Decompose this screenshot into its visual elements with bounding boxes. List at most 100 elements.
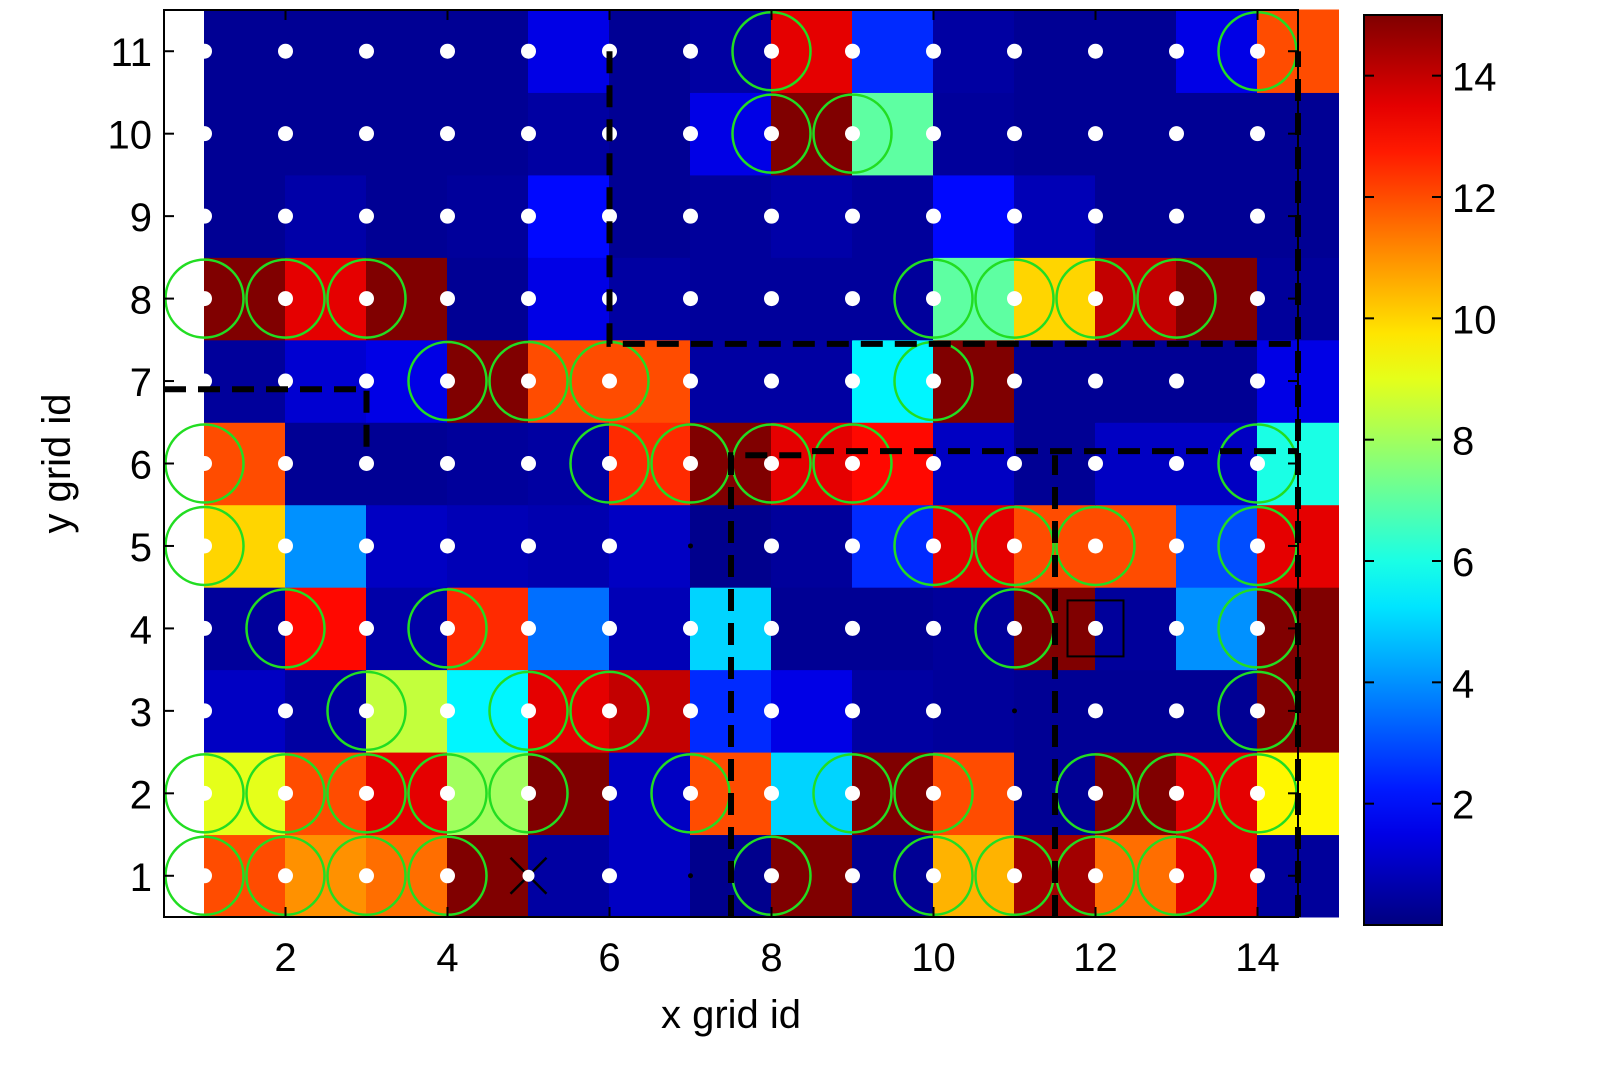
- heatmap-cell: [204, 751, 286, 836]
- heatmap-cell: [852, 256, 934, 341]
- heatmap-cell: [366, 174, 448, 258]
- heatmap-cell: [852, 421, 934, 506]
- heatmap-cell: [1176, 256, 1258, 341]
- heatmap-cell: [933, 256, 1015, 341]
- heatmap-cell: [771, 421, 853, 506]
- grid-point-dot: [602, 538, 617, 554]
- heatmap-cell: [933, 339, 1015, 423]
- heatmap-cell: [609, 174, 691, 258]
- heatmap-cell: [447, 9, 529, 93]
- grid-point-dot: [1169, 785, 1184, 801]
- grid-point-dot: [1250, 703, 1265, 719]
- grid-point-dot: [521, 291, 536, 307]
- heatmap-cell: [1176, 586, 1258, 671]
- grid-point-dot: [521, 208, 536, 224]
- heatmap-cell: [933, 504, 1015, 588]
- heatmap-cell: [852, 504, 934, 588]
- colorbar-tick-label: 12: [1452, 177, 1497, 221]
- heatmap-cell: [1095, 669, 1177, 753]
- grid-point-dot: [440, 373, 455, 389]
- grid-point-dot: [197, 126, 212, 142]
- heatmap-cells: [204, 9, 1339, 918]
- highlight-circle: [812, 753, 893, 834]
- boundary-dashed-line: [164, 386, 370, 456]
- grid-point-dot: [521, 538, 536, 554]
- grid-point-dot: [521, 43, 536, 59]
- highlight-circle: [893, 258, 974, 339]
- grid-point-dot: [1007, 208, 1022, 224]
- heatmap-cell: [528, 174, 610, 258]
- grid-point-dot: [521, 620, 536, 636]
- grid-point-dot: [926, 208, 941, 224]
- grid-point-dot: [1169, 126, 1184, 142]
- grid-point-dot: [1169, 456, 1184, 471]
- heatmap-cell: [771, 256, 853, 341]
- grid-point-dot: [602, 456, 617, 471]
- heatmap-cell: [609, 91, 691, 176]
- small-black-dot: [688, 873, 693, 879]
- heatmap-cell: [690, 174, 772, 258]
- grid-point-dot: [197, 456, 212, 471]
- heatmap-cell: [285, 669, 367, 753]
- highlight-circle: [245, 753, 326, 834]
- heatmap-cell: [771, 751, 853, 836]
- heatmap-cell: [1014, 256, 1096, 341]
- heatmap-cell: [852, 586, 934, 671]
- heatmap-cell: [852, 91, 934, 176]
- heatmap-cell: [1176, 669, 1258, 753]
- grid-point-dot: [359, 126, 374, 142]
- grid-point-dot: [845, 538, 860, 554]
- heatmap-cell: [933, 669, 1015, 753]
- grid-point-dot: [359, 538, 374, 554]
- heatmap-cell: [1095, 586, 1177, 671]
- grid-point-dot: [440, 456, 455, 471]
- x-tick-label: 8: [760, 936, 782, 980]
- heatmap-cell: [852, 669, 934, 753]
- heatmap-cell: [1095, 339, 1177, 423]
- x-tick-label: 4: [436, 936, 458, 980]
- grid-point-dot: [440, 43, 455, 59]
- heatmap-cell: [366, 421, 448, 506]
- heatmap-cell: [1095, 174, 1177, 258]
- heatmap-cell: [1176, 9, 1258, 93]
- heatmap-cell: [609, 834, 691, 918]
- y-tick-label: 9: [130, 196, 152, 240]
- heatmap-cell: [933, 421, 1015, 506]
- heatmap-cell: [1176, 504, 1258, 588]
- heatmap-cell: [609, 586, 691, 671]
- y-tick-label: 3: [130, 691, 152, 735]
- heatmap-cell: [528, 504, 610, 588]
- grid-point-dot: [1007, 620, 1022, 636]
- grid-point-dot: [359, 868, 374, 884]
- grid-point-dot: [278, 43, 293, 59]
- grid-point-dot: [278, 373, 293, 389]
- heatmap-cell: [447, 751, 529, 836]
- y-tick-label: 10: [108, 114, 153, 158]
- grid-point-dot: [359, 785, 374, 801]
- grid-point-dot: [1250, 291, 1265, 307]
- heatmap-cell: [204, 586, 286, 671]
- grid-point-dot: [440, 785, 455, 801]
- heatmap-cell: [771, 586, 853, 671]
- grid-point-dot: [764, 43, 779, 59]
- grid-point-dot: [1088, 208, 1103, 224]
- heatmap-cell: [447, 339, 529, 423]
- x-tick-label: 6: [598, 936, 620, 980]
- highlight-circle: [1136, 258, 1217, 339]
- grid-point-dot: [1169, 538, 1184, 554]
- heatmap-cell: [1095, 421, 1177, 506]
- square-marker: [1066, 599, 1125, 658]
- heatmap-cell: [366, 751, 448, 836]
- heatmap-cell: [1014, 339, 1096, 423]
- y-tick-label: 1: [130, 856, 152, 900]
- grid-point-dot: [521, 373, 536, 389]
- grid-point-dot: [926, 538, 941, 554]
- grid-point-dot: [1007, 291, 1022, 307]
- y-axis-label: y grid id: [35, 393, 79, 533]
- heatmap-cell: [366, 586, 448, 671]
- y-axis-ticks: 1 2 3 4 5 6 7 8 9 10 11: [108, 31, 1298, 900]
- grid-point-dot: [845, 43, 860, 59]
- grid-point-dot: [359, 208, 374, 224]
- heatmap-cell: [285, 421, 367, 506]
